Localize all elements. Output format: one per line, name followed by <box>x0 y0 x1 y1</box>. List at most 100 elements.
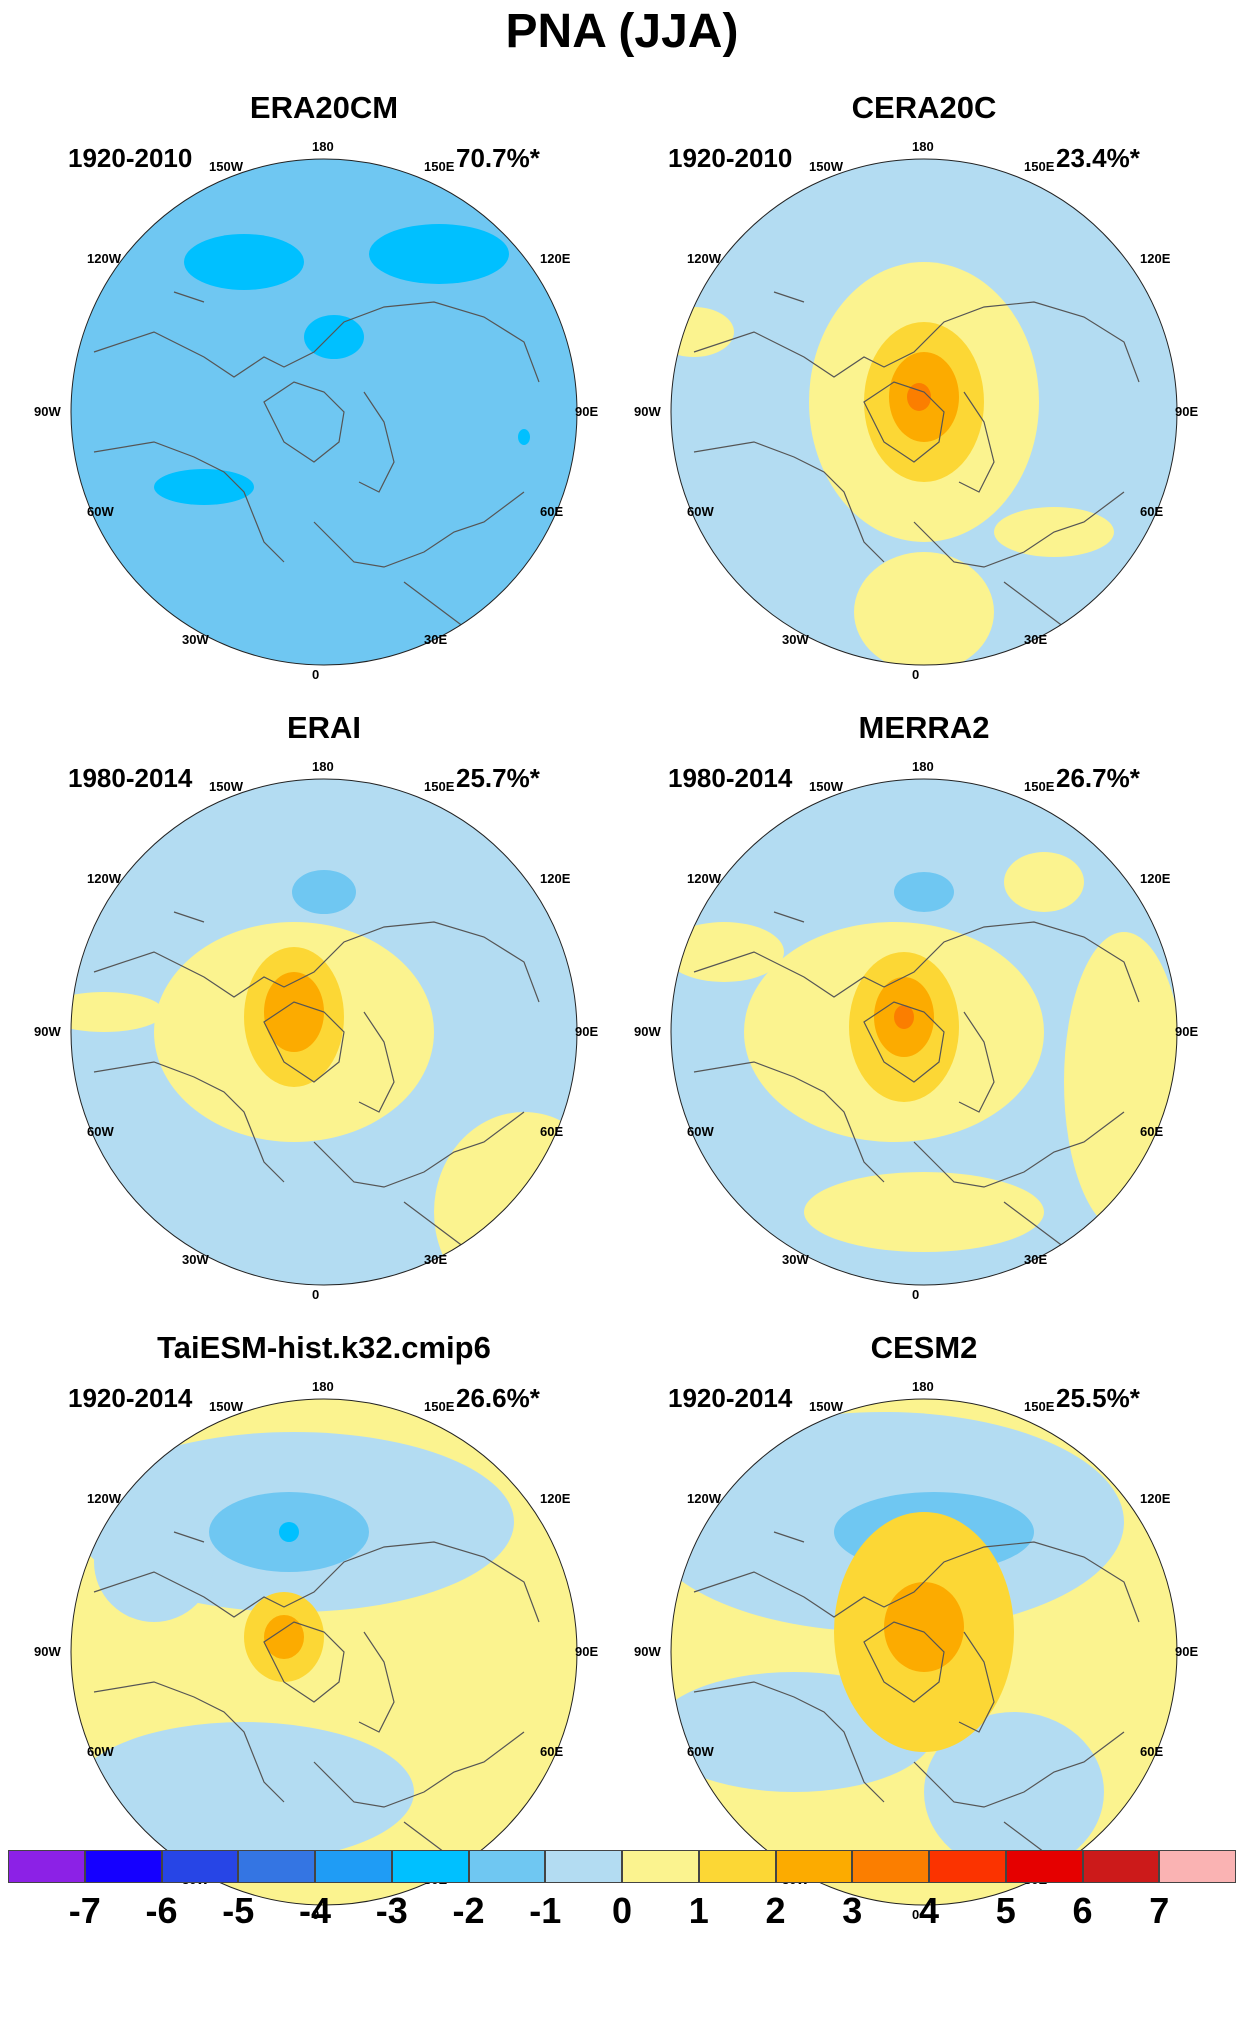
longitude-label: 180 <box>912 759 934 774</box>
polar-map <box>670 1398 1178 1906</box>
contour-region <box>74 1722 414 1862</box>
coastline <box>693 1531 1140 1883</box>
colorbar-segment <box>1082 1850 1160 1883</box>
contour-region <box>264 972 324 1052</box>
panel-period: 1920-2010 <box>68 143 193 173</box>
colorbar-label: 6 <box>1072 1890 1093 1931</box>
longitude-label: 90E <box>575 1024 599 1039</box>
colorbar-label: -3 <box>375 1890 408 1931</box>
longitude-label: 0 <box>912 667 920 682</box>
colorbar-label: 1 <box>688 1890 709 1931</box>
colorbar-segment <box>161 1850 239 1883</box>
longitude-label: 90W <box>634 1024 661 1039</box>
colorbar-segment <box>238 1850 315 1883</box>
map-border <box>70 158 578 666</box>
contour-region <box>279 1522 299 1542</box>
longitude-label: 60W <box>687 1744 714 1759</box>
colorbar <box>8 1850 1236 1883</box>
panel-period: 1980-2014 <box>668 763 793 793</box>
panel-title: ERAI <box>286 710 362 745</box>
polar-map <box>70 158 578 666</box>
contour-region <box>854 552 994 665</box>
map-border <box>70 1398 578 1906</box>
longitude-label: 150W <box>809 779 843 794</box>
polar-map <box>70 1398 578 1906</box>
colorbar-label: -5 <box>222 1890 255 1931</box>
longitude-label: 90E <box>1175 1644 1199 1659</box>
coastline <box>693 291 1140 643</box>
colorbar-segment <box>545 1850 622 1883</box>
contour-region <box>369 224 509 284</box>
longitude-label: 30W <box>782 632 809 647</box>
panel-explained-variance: 25.7%* <box>456 763 540 793</box>
colorbar-segment <box>315 1850 392 1883</box>
longitude-label: 150W <box>209 779 243 794</box>
colorbar-segment <box>84 1850 162 1883</box>
panel-period: 1980-2014 <box>68 763 193 793</box>
colorbar-label: 7 <box>1149 1890 1170 1931</box>
longitude-label: 150E <box>1024 1399 1055 1414</box>
panel-explained-variance: 25.5%* <box>1056 1383 1140 1413</box>
longitude-label: 120W <box>87 251 121 266</box>
panel-explained-variance: 26.6%* <box>456 1383 540 1413</box>
coastline <box>93 911 540 1263</box>
longitude-label: 90W <box>634 404 661 419</box>
longitude-label: 90W <box>634 1644 661 1659</box>
colorbar-segment <box>622 1850 699 1883</box>
coastline <box>693 911 1140 1263</box>
map-background <box>71 159 577 665</box>
longitude-label: 180 <box>312 759 334 774</box>
polar-map <box>670 158 1178 666</box>
contour-region <box>264 1615 304 1659</box>
longitude-label: 90W <box>34 1024 61 1039</box>
panel-title: CESM2 <box>870 1330 978 1365</box>
longitude-label: 60E <box>1140 1744 1164 1759</box>
longitude-label: 30E <box>1024 1252 1048 1267</box>
contour-region <box>292 870 356 914</box>
contour-region <box>894 1005 914 1029</box>
map-border <box>670 1398 1178 1906</box>
longitude-label: 60W <box>87 1124 114 1139</box>
panel-title: MERRA2 <box>858 710 990 745</box>
contour-region <box>71 992 164 1032</box>
panel-explained-variance: 23.4%* <box>1056 143 1140 173</box>
longitude-label: 90E <box>1175 404 1199 419</box>
longitude-label: 150W <box>209 159 243 174</box>
longitude-label: 120E <box>1140 251 1171 266</box>
longitude-label: 120W <box>687 251 721 266</box>
contour-region <box>884 1582 964 1672</box>
panel-title: TaiESM-hist.k32.cmip6 <box>157 1330 491 1365</box>
panel-period: 1920-2014 <box>68 1383 193 1413</box>
contour-region <box>804 1172 1044 1252</box>
longitude-label: 90W <box>34 404 61 419</box>
longitude-label: 60E <box>540 1744 564 1759</box>
coastline <box>93 1531 540 1883</box>
contour-region <box>924 1712 1104 1872</box>
coastline <box>93 291 540 643</box>
panel-period: 1920-2014 <box>668 1383 793 1413</box>
colorbar-segment <box>8 1850 85 1883</box>
longitude-label: 60W <box>87 504 114 519</box>
longitude-label: 180 <box>912 1379 934 1394</box>
colorbar-segment <box>698 1850 776 1883</box>
contour-region <box>154 469 254 505</box>
contour-region <box>671 307 734 357</box>
colorbar-label: 0 <box>611 1890 633 1931</box>
contour-region <box>894 872 954 912</box>
longitude-label: 120E <box>540 871 571 886</box>
longitude-label: 30E <box>424 1252 448 1267</box>
longitude-label: 0 <box>312 1287 320 1302</box>
longitude-label: 120W <box>87 871 121 886</box>
colorbar-label: 2 <box>765 1890 786 1931</box>
polar-map <box>70 778 578 1286</box>
longitude-label: 90W <box>34 1644 61 1659</box>
contour-region <box>434 1112 577 1285</box>
colorbar-segment <box>1005 1850 1083 1883</box>
longitude-label: 60E <box>1140 1124 1164 1139</box>
contour-region <box>518 429 530 445</box>
longitude-label: 0 <box>312 667 320 682</box>
longitude-label: 0 <box>912 1907 920 1922</box>
colorbar-label: -1 <box>529 1890 562 1931</box>
longitude-label: 60E <box>1140 504 1164 519</box>
longitude-label: 60E <box>540 1124 564 1139</box>
